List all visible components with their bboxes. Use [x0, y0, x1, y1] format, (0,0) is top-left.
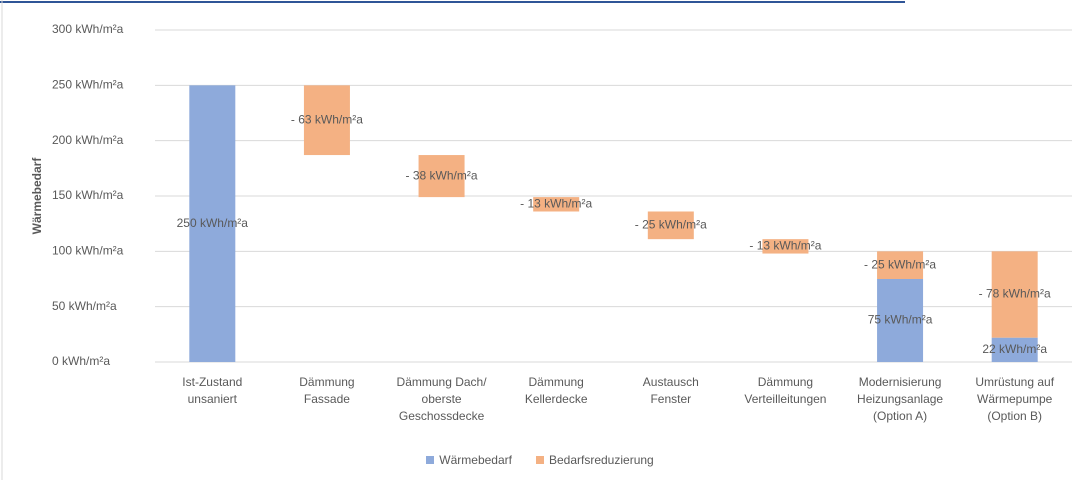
x-tick-label: Ist-Zustand unsaniert: [182, 375, 243, 406]
bar: [647, 211, 694, 240]
x-tick-label: Austausch Fenster: [642, 375, 699, 406]
data-label: - 78 kWh/m²a: [979, 287, 1051, 301]
x-tick-label: Umrüstung auf Wärmepumpe (Option B): [975, 375, 1055, 423]
legend-item: Bedarfsreduzierung: [535, 453, 654, 467]
data-label: - 38 kWh/m²a: [406, 168, 478, 182]
bar: [762, 239, 809, 254]
y-tick-label: 250 kWh/m²a: [52, 78, 124, 92]
bar: [877, 251, 924, 279]
data-label: - 63 kWh/m²a: [291, 112, 363, 126]
bar: [533, 197, 580, 212]
y-tick-label: 50 kWh/m²a: [52, 299, 117, 313]
bar: [418, 155, 465, 198]
legend: Wärmebedarf Bedarfsreduzierung: [0, 453, 1080, 467]
bar: [303, 85, 350, 156]
data-label: - 13 kWh/m²a: [749, 239, 821, 253]
legend-label: Wärmebedarf: [439, 453, 512, 467]
data-label: 75 kWh/m²a: [868, 313, 933, 327]
bar: [991, 251, 1038, 338]
y-axis-label: Wärmebedarf: [30, 157, 44, 235]
y-tick-label: 300 kWh/m²a: [52, 22, 124, 36]
x-tick-label: Dämmung Dach/ oberste Geschossdecke: [396, 375, 487, 423]
y-tick-label: 100 kWh/m²a: [52, 244, 124, 258]
y-tick-label: 0 kWh/m²a: [52, 354, 110, 368]
data-label: - 25 kWh/m²a: [864, 257, 936, 271]
y-tick-label: 200 kWh/m²a: [52, 133, 124, 147]
data-label: - 25 kWh/m²a: [635, 217, 707, 231]
y-tick-label: 150 kWh/m²a: [52, 188, 124, 202]
x-tick-label: Dämmung Verteilleitungen: [744, 375, 827, 406]
data-label: - 13 kWh/m²a: [520, 196, 592, 210]
bar: [877, 279, 924, 362]
bar: [189, 85, 236, 362]
x-tick-label: Dämmung Kellerdecke: [524, 375, 588, 406]
legend-swatch: [535, 456, 544, 464]
x-tick-label: Dämmung Fassade: [299, 375, 355, 406]
data-label: 250 kWh/m²a: [177, 216, 249, 230]
bar: [991, 337, 1038, 362]
legend-swatch: [426, 456, 435, 464]
x-tick-label: Modernisierung Heizungsanlage (Option A): [857, 375, 944, 423]
legend-label: Bedarfsreduzierung: [548, 453, 654, 467]
data-label: 22 kWh/m²a: [982, 342, 1047, 356]
legend-item: Wärmebedarf: [426, 453, 512, 467]
